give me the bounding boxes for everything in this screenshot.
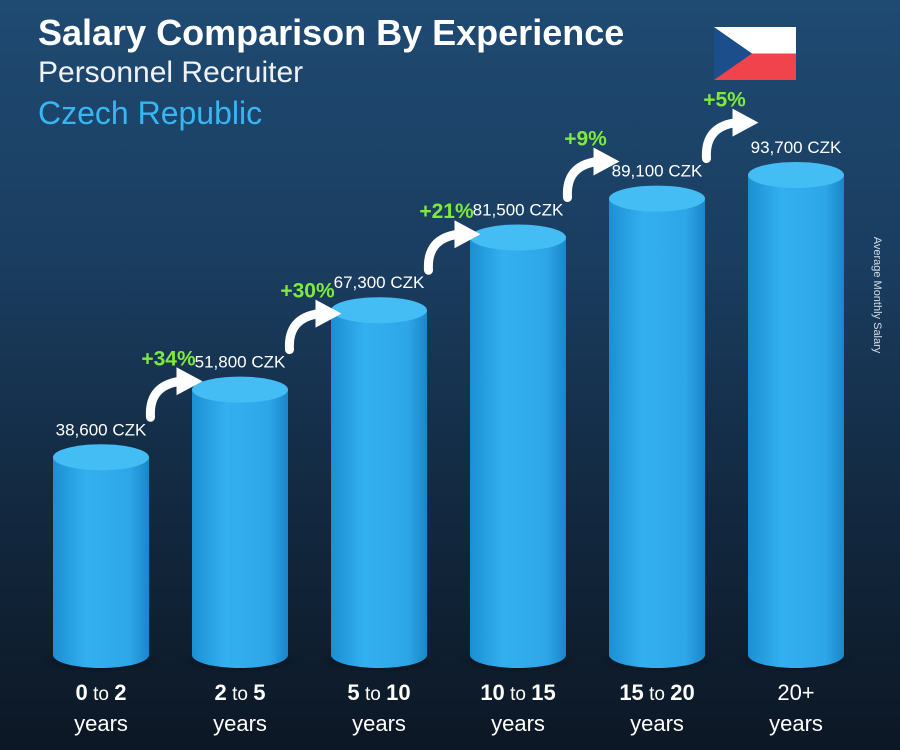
value-label: 89,100 CZK — [612, 162, 703, 181]
category-unit: years — [213, 711, 267, 736]
increase-arrow-icon — [284, 299, 342, 355]
category-unit: years — [769, 711, 823, 736]
increase-percent: +21% — [419, 200, 474, 223]
increase-arrow-icon — [423, 220, 481, 275]
increase-percent: +5% — [703, 89, 746, 112]
category-unit: years — [491, 711, 545, 736]
increase-percent: +9% — [564, 127, 607, 150]
category-unit: years — [630, 711, 684, 736]
increase-arrow-icon — [145, 367, 203, 422]
job-title: Personnel Recruiter — [38, 56, 304, 89]
value-label: 67,300 CZK — [334, 273, 425, 292]
bar — [178, 376, 302, 673]
country-name: Czech Republic — [38, 95, 263, 131]
increase-arrow-icon — [562, 147, 620, 202]
increase-percent: +30% — [280, 280, 335, 303]
bar — [734, 162, 858, 673]
category-label: 15 to 20 — [619, 680, 694, 705]
category-label: 5 to 10 — [347, 680, 410, 705]
category-label: 20+ — [777, 680, 814, 705]
category-label: 10 to 15 — [480, 680, 555, 705]
value-label: 93,700 CZK — [751, 138, 842, 157]
czech-flag-icon — [714, 27, 796, 80]
bar — [317, 297, 441, 673]
value-label: 81,500 CZK — [473, 200, 564, 219]
bar — [595, 185, 719, 673]
value-label: 51,800 CZK — [195, 353, 286, 372]
bar — [39, 444, 163, 673]
increase-arrow-icon — [701, 108, 759, 164]
bar — [456, 224, 580, 673]
category-label: 2 to 5 — [215, 680, 266, 705]
category-unit: years — [74, 711, 128, 736]
chart-title: Salary Comparison By Experience — [38, 12, 625, 53]
category-label: 0 to 2 — [76, 680, 127, 705]
increase-percent: +34% — [141, 347, 196, 370]
category-unit: years — [352, 711, 406, 736]
value-label: 38,600 CZK — [56, 420, 147, 439]
